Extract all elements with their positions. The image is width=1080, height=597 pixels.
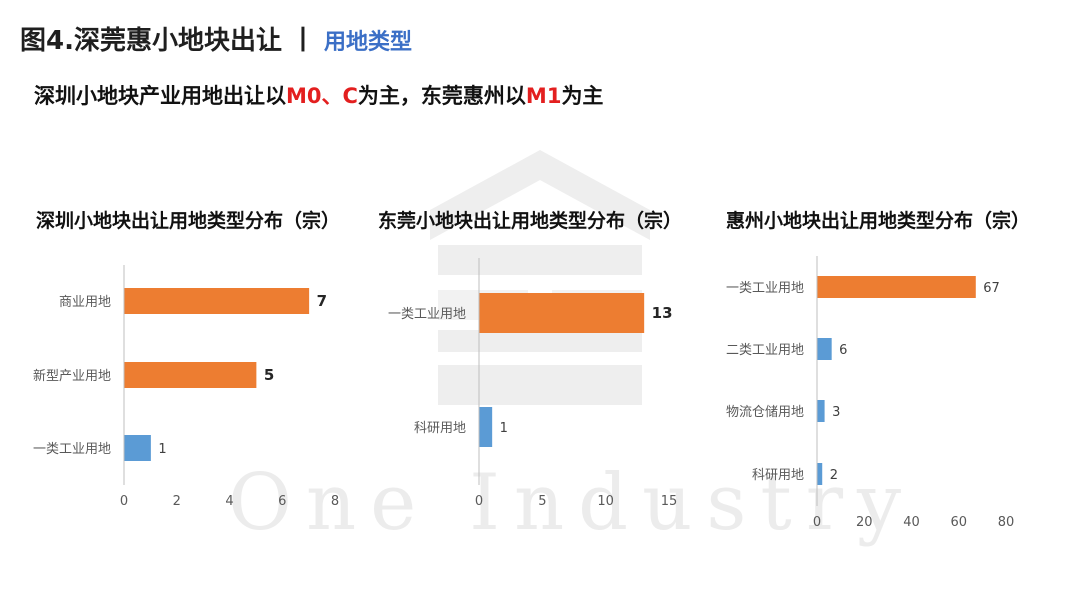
x-tick-label: 8 — [331, 494, 339, 509]
page-subtitle: 用地类型 — [323, 30, 412, 55]
bar — [124, 435, 151, 461]
x-tick-label: 10 — [597, 494, 614, 509]
category-label: 物流仓储用地 — [726, 405, 804, 420]
category-label: 科研用地 — [414, 421, 466, 436]
data-label: 13 — [652, 304, 673, 322]
page-title: 图4.深莞惠小地块出让 — [20, 26, 282, 56]
data-label: 2 — [830, 468, 838, 483]
chart-title-shenzhen: 深圳小地块出让用地类型分布（宗） — [36, 210, 341, 232]
data-label: 3 — [832, 405, 840, 420]
x-tick-label: 15 — [661, 494, 678, 509]
headline-highlight2: M1 — [525, 84, 562, 108]
page-header: 图4.深莞惠小地块出让 丨 用地类型 — [20, 20, 412, 60]
title-separator: 丨 — [289, 26, 316, 56]
headline-highlight1: M0、C — [286, 84, 358, 108]
bar — [124, 288, 310, 314]
x-tick-label: 0 — [813, 515, 821, 530]
bar — [817, 463, 823, 485]
x-tick-label: 0 — [120, 494, 128, 509]
data-label: 6 — [839, 343, 847, 358]
bar — [817, 338, 832, 360]
bar — [479, 407, 493, 447]
bar — [817, 276, 976, 298]
chart-title-dongguan: 东莞小地块出让用地类型分布（宗） — [378, 210, 683, 232]
x-tick-label: 80 — [998, 515, 1015, 530]
x-tick-label: 6 — [278, 494, 286, 509]
headline-part3: 为主 — [561, 84, 604, 108]
data-label: 7 — [317, 292, 327, 310]
x-tick-label: 2 — [173, 494, 181, 509]
data-label: 5 — [264, 366, 274, 384]
x-tick-label: 5 — [538, 494, 546, 509]
x-tick-label: 4 — [225, 494, 233, 509]
category-label: 一类工业用地 — [33, 442, 111, 457]
x-tick-label: 0 — [475, 494, 483, 509]
category-label: 商业用地 — [59, 295, 111, 310]
bar — [817, 400, 825, 422]
bar — [479, 293, 645, 333]
x-tick-label: 20 — [856, 515, 873, 530]
headline: 深圳小地块产业用地出让以M0、C为主，东莞惠州以M1为主 — [34, 80, 603, 110]
data-label: 1 — [158, 442, 166, 457]
headline-part1: 深圳小地块产业用地出让以 — [34, 84, 286, 108]
watermark-text: One Industry — [228, 458, 916, 548]
category-label: 新型产业用地 — [33, 368, 111, 384]
x-tick-label: 40 — [903, 515, 920, 530]
data-label: 67 — [983, 281, 1000, 296]
x-tick-label: 60 — [950, 515, 967, 530]
category-label: 二类工业用地 — [726, 343, 804, 358]
data-label: 1 — [500, 421, 508, 436]
category-label: 一类工业用地 — [388, 307, 466, 322]
category-label: 一类工业用地 — [726, 281, 804, 296]
category-label: 科研用地 — [752, 468, 804, 483]
bar — [124, 362, 257, 388]
chart-title-huizhou: 惠州小地块出让用地类型分布（宗） — [726, 210, 1031, 232]
headline-part2: 为主，东莞惠州以 — [357, 84, 526, 108]
